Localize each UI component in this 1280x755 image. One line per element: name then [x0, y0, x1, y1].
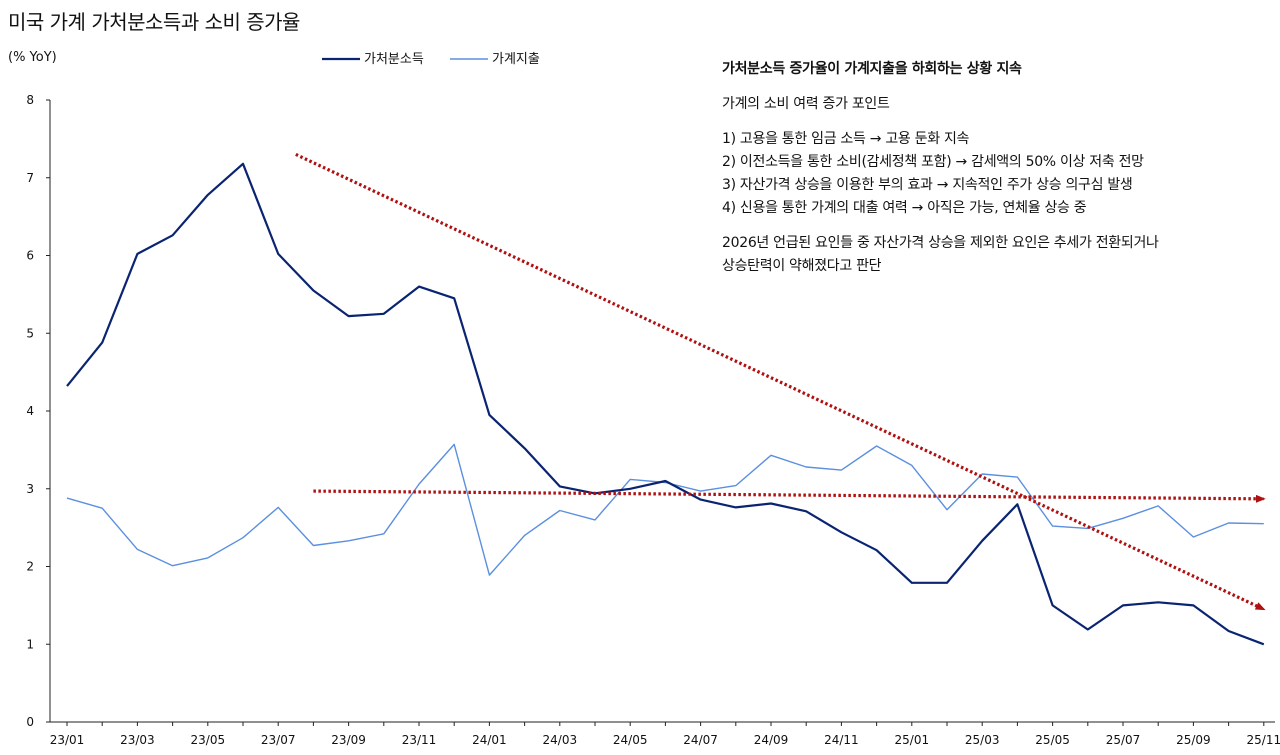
annotation-point-4: 4) 신용을 통한 가계의 대출 여력 → 아직은 가능, 연체율 상승 중 — [722, 200, 1087, 216]
x-tick-label: 25/03 — [965, 733, 1000, 747]
legend-label-household-spending: 가계지출 — [492, 52, 540, 67]
x-tick-label: 23/09 — [331, 733, 366, 747]
y-tick-label: 3 — [26, 482, 34, 496]
x-tick-label: 24/03 — [543, 733, 578, 747]
series-lines — [66, 162, 1265, 646]
annotation-box: 가처분소득 증가율이 가계지출을 하회하는 상황 지속 가계의 소비 여력 증가… — [722, 58, 1272, 278]
annotation-point-1: 1) 고용을 통한 임금 소득 → 고용 둔화 지속 — [722, 131, 970, 147]
y-tick-label: 4 — [26, 404, 34, 418]
annotation-headline: 가처분소득 증가율이 가계지출을 하회하는 상황 지속 — [722, 61, 1022, 77]
x-tick-label: 25/09 — [1176, 733, 1211, 747]
y-tick-label: 2 — [26, 560, 34, 574]
x-tick-label: 24/07 — [683, 733, 718, 747]
legend-label-disposable-income: 가처분소득 — [364, 52, 424, 67]
annotation-point-2: 2) 이전소득을 통한 소비(감세정책 포함) → 감세액의 50% 이상 저축… — [722, 154, 1144, 170]
x-tick-label: 24/05 — [613, 733, 648, 747]
trend-arrows — [295, 152, 1266, 611]
x-tick-label: 23/11 — [402, 733, 437, 747]
annotation-conclusion-1: 2026년 언급된 요인들 중 자산가격 상승을 제외한 요인은 추세가 전환되… — [722, 235, 1159, 251]
y-tick-label: 7 — [26, 171, 34, 185]
x-tick-label: 23/05 — [191, 733, 226, 747]
x-tick-label: 24/11 — [824, 733, 859, 747]
x-tick-label: 24/01 — [472, 733, 507, 747]
x-tick-label: 23/03 — [120, 733, 155, 747]
y-ticks: 0 1 2 3 4 5 6 7 8 — [26, 93, 50, 729]
x-tick-label: 25/01 — [895, 733, 930, 747]
y-tick-label: 1 — [26, 637, 34, 651]
series-line-disposable-income — [66, 162, 1265, 646]
x-tick-label: 24/09 — [754, 733, 789, 747]
legend: 가처분소득 가계지출 — [322, 52, 540, 67]
annotation-point-3: 3) 자산가격 상승을 이용한 부의 효과 → 지속적인 주가 상승 의구심 발… — [722, 177, 1133, 193]
y-axis-label: (% YoY) — [8, 50, 57, 65]
y-tick-label: 8 — [26, 93, 34, 107]
chart-title: 미국 가계 가처분소득과 소비 증가율 — [8, 10, 300, 34]
y-tick-label: 6 — [26, 249, 34, 263]
x-tick-label: 25/05 — [1035, 733, 1070, 747]
x-tick-label: 23/07 — [261, 733, 296, 747]
x-tick-label: 25/07 — [1106, 733, 1141, 747]
annotation-conclusion-2: 상승탄력이 약해졌다고 판단 — [722, 258, 882, 274]
trend-arrow-1 — [295, 152, 1266, 611]
series-line-household-spending — [66, 443, 1264, 576]
x-tick-label: 25/11 — [1247, 733, 1280, 747]
x-tick-label: 23/01 — [50, 733, 85, 747]
x-ticks: 23/01 23/03 23/05 23/07 23/09 23/11 24/01 24/03… — [50, 722, 1280, 747]
y-tick-label: 5 — [26, 326, 34, 340]
annotation-subheading: 가계의 소비 여력 증가 포인트 — [722, 96, 890, 112]
y-tick-label: 0 — [26, 715, 34, 729]
trend-arrow-2 — [313, 489, 1266, 503]
